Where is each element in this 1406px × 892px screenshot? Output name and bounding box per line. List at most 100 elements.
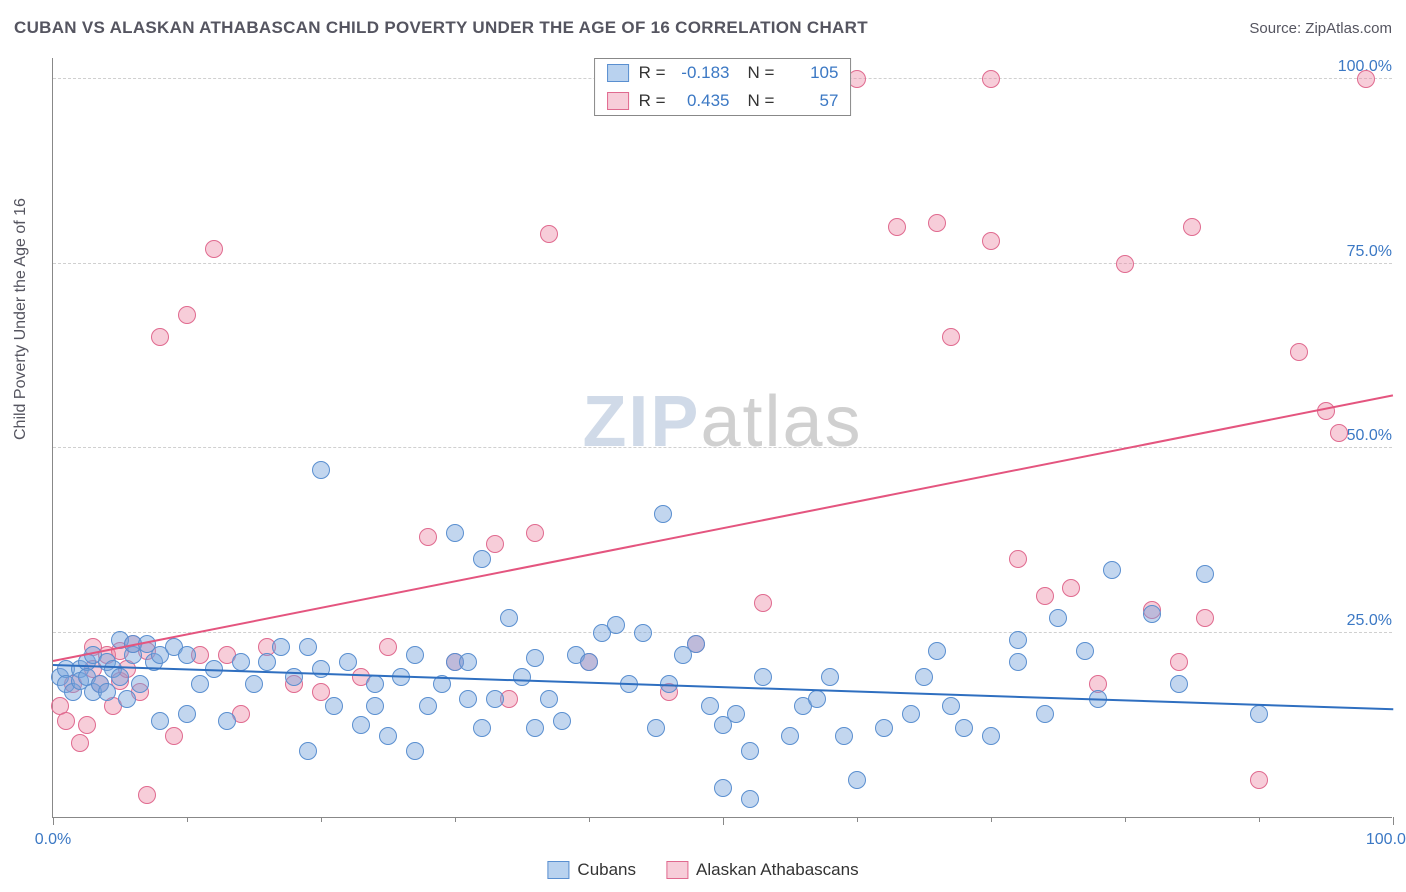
r-label: R = (639, 91, 666, 111)
point-athabascans (526, 524, 544, 542)
point-cubans (1076, 642, 1094, 660)
point-athabascans (1170, 653, 1188, 671)
chart-source: Source: ZipAtlas.com (1249, 20, 1392, 37)
point-cubans (835, 727, 853, 745)
watermark-atlas: atlas (700, 382, 862, 462)
x-tick-minor (857, 817, 858, 822)
point-cubans (654, 505, 672, 523)
point-cubans (1103, 561, 1121, 579)
x-tick-label: 100.0% (1366, 831, 1406, 849)
point-cubans (701, 697, 719, 715)
point-athabascans (379, 638, 397, 656)
n-label: N = (748, 63, 775, 83)
point-cubans (339, 653, 357, 671)
x-tick-minor (187, 817, 188, 822)
point-cubans (98, 683, 116, 701)
point-cubans (634, 624, 652, 642)
point-cubans (191, 675, 209, 693)
point-athabascans (1036, 587, 1054, 605)
point-cubans (178, 646, 196, 664)
legend-swatch-athabascans (666, 861, 688, 879)
x-tick-major (1393, 817, 1394, 825)
point-cubans (553, 712, 571, 730)
point-cubans (1009, 631, 1027, 649)
legend-label-athabascans: Alaskan Athabascans (696, 860, 859, 880)
point-athabascans (982, 232, 1000, 250)
point-athabascans (888, 218, 906, 236)
point-athabascans (540, 225, 558, 243)
legend-label-cubans: Cubans (577, 860, 636, 880)
point-cubans (258, 653, 276, 671)
source-prefix: Source: (1249, 20, 1305, 37)
point-cubans (781, 727, 799, 745)
r-value-cubans: -0.183 (676, 63, 730, 83)
point-cubans (526, 719, 544, 737)
point-athabascans (165, 727, 183, 745)
point-cubans (808, 690, 826, 708)
point-cubans (821, 668, 839, 686)
x-tick-minor (321, 817, 322, 822)
point-athabascans (205, 240, 223, 258)
point-cubans (687, 635, 705, 653)
point-cubans (366, 675, 384, 693)
point-athabascans (982, 70, 1000, 88)
point-cubans (218, 712, 236, 730)
point-cubans (299, 638, 317, 656)
point-cubans (1036, 705, 1054, 723)
point-athabascans (151, 328, 169, 346)
point-cubans (942, 697, 960, 715)
point-cubans (406, 742, 424, 760)
point-cubans (366, 697, 384, 715)
point-athabascans (1062, 579, 1080, 597)
point-cubans (580, 653, 598, 671)
legend-item-athabascans: Alaskan Athabascans (666, 860, 859, 880)
x-tick-minor (991, 817, 992, 822)
point-athabascans (1183, 218, 1201, 236)
point-athabascans (1330, 424, 1348, 442)
y-tick-label: 25.0% (1343, 610, 1396, 632)
point-cubans (312, 660, 330, 678)
point-cubans (741, 790, 759, 808)
point-cubans (982, 727, 1000, 745)
point-athabascans (754, 594, 772, 612)
y-tick-label: 75.0% (1343, 241, 1396, 263)
n-label: N = (748, 91, 775, 111)
r-value-athabascans: 0.435 (676, 91, 730, 111)
point-cubans (714, 779, 732, 797)
point-cubans (727, 705, 745, 723)
point-athabascans (178, 306, 196, 324)
legend-swatch-cubans (547, 861, 569, 879)
swatch-cubans (607, 64, 629, 82)
point-cubans (379, 727, 397, 745)
point-cubans (312, 461, 330, 479)
point-cubans (1250, 705, 1268, 723)
point-cubans (955, 719, 973, 737)
point-cubans (540, 690, 558, 708)
point-cubans (500, 609, 518, 627)
point-athabascans (1116, 255, 1134, 273)
point-athabascans (942, 328, 960, 346)
source-link[interactable]: ZipAtlas.com (1305, 20, 1392, 37)
point-athabascans (1009, 550, 1027, 568)
stats-row-athabascans: R = 0.435 N = 57 (595, 87, 851, 115)
point-cubans (151, 712, 169, 730)
point-cubans (473, 550, 491, 568)
correlation-stats-box: R = -0.183 N = 105 R = 0.435 N = 57 (594, 58, 852, 116)
n-value-cubans: 105 (784, 63, 838, 83)
point-cubans (325, 697, 343, 715)
y-tick-label: 50.0% (1343, 425, 1396, 447)
point-cubans (848, 771, 866, 789)
point-cubans (1196, 565, 1214, 583)
point-cubans (1170, 675, 1188, 693)
legend: Cubans Alaskan Athabascans (547, 860, 858, 880)
point-cubans (459, 653, 477, 671)
point-cubans (902, 705, 920, 723)
point-cubans (513, 668, 531, 686)
point-cubans (178, 705, 196, 723)
point-athabascans (57, 712, 75, 730)
gridline (53, 263, 1392, 264)
point-cubans (741, 742, 759, 760)
x-tick-major (53, 817, 54, 825)
watermark: ZIPatlas (582, 381, 862, 463)
watermark-zip: ZIP (582, 382, 700, 462)
